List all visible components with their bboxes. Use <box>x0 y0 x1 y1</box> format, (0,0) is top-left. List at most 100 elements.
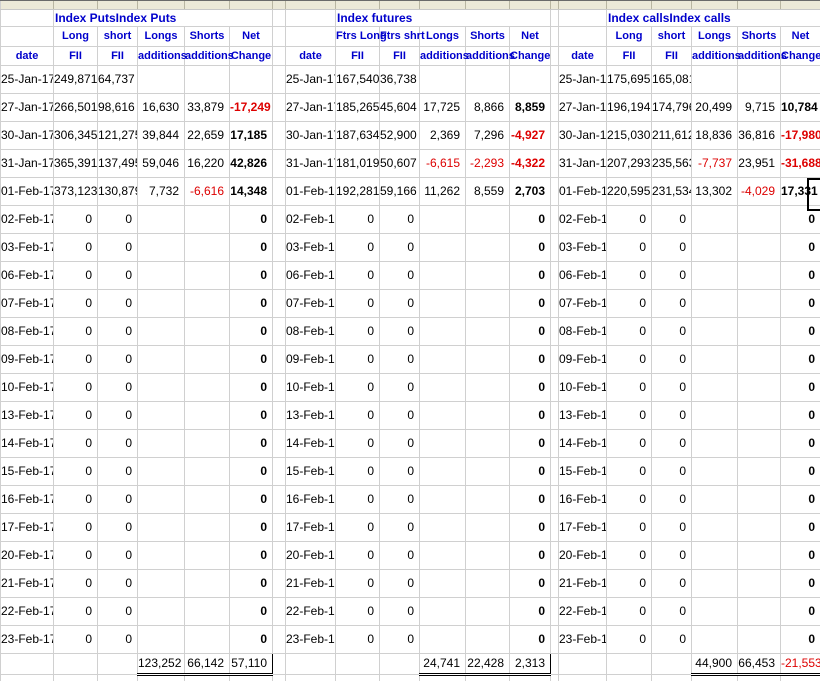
value-cell[interactable]: 0 <box>606 569 652 598</box>
value-cell[interactable]: 0 <box>780 317 820 346</box>
value-cell[interactable] <box>419 233 466 262</box>
value-cell[interactable]: 36,738 <box>379 65 420 94</box>
value-cell[interactable] <box>184 233 230 262</box>
value-cell[interactable]: 0 <box>780 401 820 430</box>
value-cell[interactable]: 0 <box>651 373 692 402</box>
value-cell[interactable] <box>465 541 510 570</box>
value-cell[interactable] <box>737 513 781 542</box>
column-header[interactable]: Ftrs Long <box>335 26 387 47</box>
value-cell[interactable] <box>465 485 510 514</box>
gap-cell[interactable] <box>272 317 286 346</box>
value-cell[interactable]: 0 <box>335 429 380 458</box>
value-cell[interactable]: 0 <box>780 233 820 262</box>
value-cell[interactable]: 0 <box>53 597 98 626</box>
date-cell[interactable]: 14-Feb-17 <box>285 429 336 458</box>
gap-cell[interactable] <box>550 46 559 66</box>
cell[interactable] <box>335 653 380 675</box>
value-cell[interactable]: 130,879 <box>97 177 138 206</box>
gap-cell[interactable] <box>272 121 286 150</box>
date-cell[interactable]: 17-Feb-17 <box>558 513 607 542</box>
gap-cell[interactable] <box>272 233 286 262</box>
gap-cell[interactable] <box>550 289 559 318</box>
value-cell[interactable]: 192,281 <box>335 177 380 206</box>
value-cell[interactable] <box>137 485 185 514</box>
gap-cell[interactable] <box>272 429 286 458</box>
value-cell[interactable] <box>737 205 781 234</box>
column-header[interactable]: FII <box>606 46 652 66</box>
value-cell[interactable]: 196,194 <box>606 93 652 122</box>
value-cell[interactable]: 0 <box>229 625 273 654</box>
value-cell[interactable]: 0 <box>97 513 138 542</box>
value-cell[interactable]: 0 <box>606 625 652 654</box>
gap-cell[interactable] <box>272 345 286 374</box>
date-cell[interactable]: 31-Jan-17 <box>0 149 54 178</box>
value-cell[interactable] <box>691 597 738 626</box>
value-cell[interactable]: 8,559 <box>465 177 510 206</box>
value-cell[interactable]: 0 <box>379 233 420 262</box>
value-cell[interactable] <box>691 401 738 430</box>
value-cell[interactable]: 174,796 <box>651 93 692 122</box>
value-cell[interactable]: -2,293 <box>465 149 510 178</box>
value-cell[interactable]: 121,275 <box>97 121 138 150</box>
value-cell[interactable]: 59,166 <box>379 177 420 206</box>
cell[interactable] <box>97 653 138 675</box>
value-cell[interactable] <box>737 429 781 458</box>
date-cell[interactable]: 10-Feb-17 <box>0 373 54 402</box>
value-cell[interactable]: -31,688 <box>780 149 820 178</box>
value-cell[interactable] <box>691 261 738 290</box>
value-cell[interactable]: 0 <box>97 289 138 318</box>
column-header[interactable]: Change <box>780 46 820 66</box>
value-cell[interactable] <box>737 569 781 598</box>
value-cell[interactable] <box>419 569 466 598</box>
value-cell[interactable] <box>465 261 510 290</box>
total-cell[interactable]: 24,741 <box>419 652 466 676</box>
value-cell[interactable] <box>465 401 510 430</box>
value-cell[interactable] <box>691 345 738 374</box>
value-cell[interactable]: 0 <box>53 345 98 374</box>
date-cell[interactable]: 21-Feb-17 <box>0 569 54 598</box>
value-cell[interactable] <box>691 569 738 598</box>
value-cell[interactable]: 0 <box>53 457 98 486</box>
date-cell[interactable]: 01-Feb-17 <box>0 177 54 206</box>
value-cell[interactable] <box>137 401 185 430</box>
value-cell[interactable] <box>737 345 781 374</box>
value-cell[interactable] <box>184 541 230 570</box>
value-cell[interactable]: 0 <box>229 569 273 598</box>
value-cell[interactable]: 17,185 <box>229 121 273 150</box>
value-cell[interactable]: 0 <box>53 205 98 234</box>
value-cell[interactable] <box>184 457 230 486</box>
value-cell[interactable] <box>691 513 738 542</box>
cell[interactable] <box>379 653 420 675</box>
value-cell[interactable] <box>465 345 510 374</box>
column-header[interactable]: Change <box>229 46 273 66</box>
value-cell[interactable]: 0 <box>97 317 138 346</box>
date-cell[interactable]: 22-Feb-17 <box>285 597 336 626</box>
value-cell[interactable]: 0 <box>335 457 380 486</box>
value-cell[interactable] <box>737 65 781 94</box>
value-cell[interactable]: 0 <box>97 429 138 458</box>
column-header[interactable]: additions <box>465 46 515 66</box>
total-cell[interactable]: 22,428 <box>465 652 510 676</box>
value-cell[interactable]: -7,737 <box>691 149 738 178</box>
gap-cell[interactable] <box>272 46 286 66</box>
column-header[interactable]: Shorts <box>184 26 230 47</box>
value-cell[interactable]: 235,563 <box>651 149 692 178</box>
value-cell[interactable]: 0 <box>651 541 692 570</box>
value-cell[interactable] <box>465 569 510 598</box>
value-cell[interactable]: 0 <box>780 261 820 290</box>
gap-cell[interactable] <box>550 485 559 514</box>
gap-cell[interactable] <box>272 485 286 514</box>
value-cell[interactable]: 0 <box>53 625 98 654</box>
value-cell[interactable] <box>137 597 185 626</box>
value-cell[interactable]: 0 <box>335 317 380 346</box>
value-cell[interactable]: 181,019 <box>335 149 380 178</box>
value-cell[interactable] <box>184 401 230 430</box>
value-cell[interactable]: 0 <box>606 345 652 374</box>
gap-cell[interactable] <box>550 26 559 47</box>
value-cell[interactable] <box>419 457 466 486</box>
cell[interactable] <box>285 653 336 675</box>
cell[interactable] <box>285 9 336 27</box>
gap-cell[interactable] <box>272 289 286 318</box>
cell[interactable] <box>651 653 692 675</box>
value-cell[interactable] <box>184 289 230 318</box>
